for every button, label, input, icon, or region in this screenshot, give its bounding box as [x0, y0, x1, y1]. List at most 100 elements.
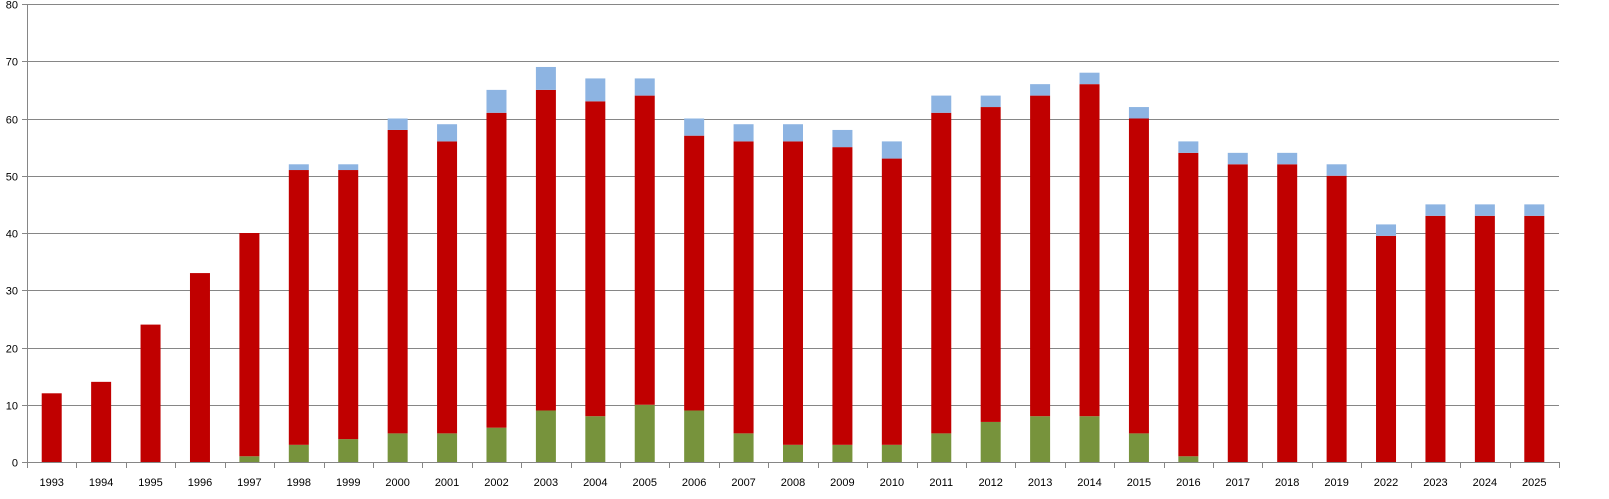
bars [41, 66, 1545, 463]
x-tick-label: 2003 [534, 477, 558, 489]
bar-segment-2019-series-1 [1326, 175, 1347, 462]
bar-segment-2014-series-0 [1079, 416, 1100, 462]
bar-segment-2011-series-0 [931, 433, 952, 463]
bar-segment-2022-series-1 [1376, 235, 1397, 462]
bar-segment-2003-series-0 [535, 410, 556, 462]
bar-segment-2022-series-2 [1376, 224, 1397, 236]
x-tick-label: 2004 [583, 477, 607, 489]
y-tick-label: 10 [6, 401, 18, 413]
bar-segment-2004-series-0 [585, 416, 606, 462]
bar-segment-2000-series-2 [387, 118, 408, 130]
bar-segment-1999-series-1 [338, 170, 359, 440]
bar-segment-2002-series-1 [486, 112, 507, 428]
bar-segment-2014-series-1 [1079, 84, 1100, 417]
bar-segment-2009-series-0 [832, 444, 853, 462]
bar-segment-2016-series-2 [1178, 141, 1199, 153]
bar-segment-2006-series-0 [684, 410, 705, 462]
bar-segment-2013-series-1 [1030, 95, 1051, 417]
x-tick-label: 2012 [978, 477, 1002, 489]
bar-segment-2012-series-1 [980, 107, 1001, 422]
bar-segment-2005-series-1 [634, 95, 655, 405]
x-tick-label: 2010 [880, 477, 904, 489]
bar-segment-1998-series-0 [288, 444, 309, 462]
bar-segment-2007-series-0 [733, 433, 754, 463]
y-tick-label: 70 [6, 57, 18, 69]
bar-segment-2008-series-1 [783, 141, 803, 445]
tick-labels: 0 10 20 30 40 50 60 70 80 1993 1994 1995 1996 1997 199… [6, 0, 1547, 489]
bar-segment-2001-series-1 [437, 141, 458, 434]
x-tick-label: 2002 [484, 477, 508, 489]
bar-segment-2015-series-1 [1128, 118, 1149, 434]
bar-segment-2024-series-1 [1474, 215, 1495, 462]
y-tick-label: 40 [6, 229, 18, 241]
x-tick-label: 2015 [1127, 477, 1151, 489]
bar-segment-2009-series-2 [832, 129, 853, 148]
bar-segment-2008-series-2 [783, 124, 803, 142]
bar-segment-2017-series-2 [1227, 152, 1248, 165]
x-tick-label: 1994 [89, 477, 113, 489]
y-tick-label: 30 [6, 286, 18, 298]
bar-segment-2012-series-0 [980, 421, 1001, 462]
x-tick-label: 2022 [1374, 477, 1398, 489]
bar-segment-2016-series-0 [1178, 456, 1199, 462]
bar-segment-1999-series-2 [338, 164, 359, 171]
bar-segment-2010-series-2 [881, 141, 902, 159]
bar-segment-2010-series-0 [881, 444, 902, 462]
bar-segment-2002-series-2 [486, 89, 507, 113]
bar-segment-2013-series-2 [1030, 84, 1051, 96]
bar-segment-1999-series-0 [338, 439, 359, 462]
x-tick-label: 1995 [138, 477, 162, 489]
x-tick-label: 2005 [632, 477, 656, 489]
x-tick-label: 2001 [435, 477, 459, 489]
bar-segment-2008-series-0 [783, 444, 803, 462]
bar-segment-2024-series-2 [1474, 204, 1495, 216]
bar-segment-2001-series-0 [437, 433, 458, 463]
bar-segment-2011-series-1 [931, 112, 952, 434]
bar-segment-1994-series-1 [91, 381, 112, 462]
bar-segment-2009-series-1 [832, 147, 853, 445]
bar-segment-2025-series-1 [1524, 215, 1545, 462]
x-tick-label: 2018 [1275, 477, 1299, 489]
x-tick-label: 1999 [336, 477, 360, 489]
bar-segment-2007-series-2 [733, 124, 754, 142]
y-tick-label: 50 [6, 172, 18, 184]
bar-segment-2004-series-1 [585, 101, 606, 417]
bar-segment-2015-series-2 [1128, 107, 1149, 119]
x-tick-label: 2019 [1324, 477, 1348, 489]
x-tick-label: 1997 [237, 477, 261, 489]
bar-segment-2002-series-0 [486, 427, 507, 462]
bar-segment-2017-series-1 [1227, 164, 1248, 463]
x-tick-label: 2013 [1028, 477, 1052, 489]
bar-segment-2011-series-2 [931, 95, 952, 113]
bar-segment-2023-series-2 [1425, 204, 1446, 216]
bar-segment-2019-series-2 [1326, 164, 1347, 176]
x-tick-label: 2025 [1522, 477, 1546, 489]
x-tick-label: 2008 [781, 477, 805, 489]
bar-segment-1997-series-0 [239, 456, 260, 462]
bar-segment-2000-series-0 [387, 433, 408, 463]
x-tick-label: 2023 [1423, 477, 1447, 489]
bar-segment-2005-series-0 [634, 404, 655, 462]
bar-segment-2003-series-1 [535, 89, 556, 411]
bar-segment-1997-series-1 [239, 233, 260, 457]
x-tick-label: 1998 [287, 477, 311, 489]
bar-segment-2014-series-2 [1079, 72, 1100, 85]
bar-segment-2010-series-1 [881, 158, 902, 445]
x-tick-label: 2016 [1176, 477, 1200, 489]
bar-segment-2001-series-2 [437, 124, 458, 142]
y-tick-label: 60 [6, 115, 18, 127]
bar-segment-2012-series-2 [980, 95, 1001, 108]
x-tick-label: 2007 [731, 477, 755, 489]
bar-segment-2016-series-1 [1178, 152, 1199, 457]
bar-segment-2006-series-1 [684, 135, 705, 411]
bar-segment-1996-series-1 [189, 273, 210, 462]
x-tick-label: 2000 [385, 477, 409, 489]
bar-segment-2015-series-0 [1128, 433, 1149, 463]
x-tick-label: 2006 [682, 477, 706, 489]
x-tick-label: 2024 [1473, 477, 1497, 489]
bar-segment-2013-series-0 [1030, 416, 1051, 462]
bar-segment-2005-series-2 [634, 78, 655, 96]
bar-segment-2004-series-2 [585, 78, 606, 102]
bar-segment-1998-series-1 [288, 170, 309, 445]
